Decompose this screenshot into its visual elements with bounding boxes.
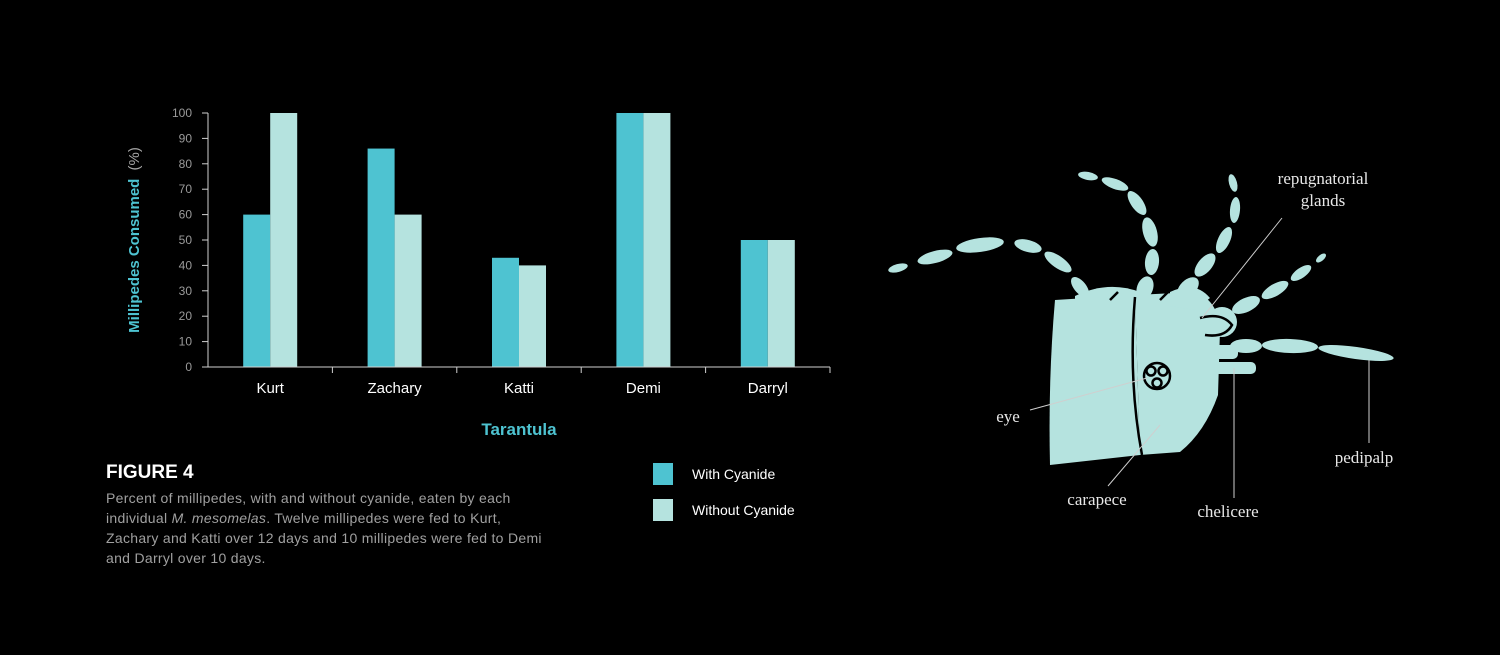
bar-chart: 0 10 20 30 40 50 60 70 80 90 100 Kurt Zachary Katti D… bbox=[126, 106, 831, 439]
y-tick-label: 80 bbox=[179, 157, 193, 171]
y-tick-label: 60 bbox=[179, 208, 193, 222]
bar-darryl-with-cyanide bbox=[740, 240, 768, 367]
label-glands: glands bbox=[1301, 191, 1345, 210]
antenna-top-right bbox=[1177, 174, 1241, 299]
bar-katti-without-cyanide bbox=[519, 265, 546, 367]
bar-zachary-with-cyanide bbox=[367, 148, 395, 367]
leader-carapece bbox=[1107, 424, 1161, 487]
leader-eye bbox=[1029, 377, 1148, 411]
bars-group bbox=[243, 113, 795, 367]
y-tick-label: 30 bbox=[179, 284, 193, 298]
label-pedipalp: pedipalp bbox=[1335, 448, 1394, 467]
antenna-top-left bbox=[1078, 171, 1160, 300]
x-tick-label-katti: Katti bbox=[504, 380, 534, 397]
y-tick-label: 20 bbox=[179, 309, 193, 323]
label-eye: eye bbox=[996, 407, 1020, 426]
leader-repugnatorial bbox=[1201, 217, 1283, 319]
legend-swatch-without-cyanide bbox=[653, 499, 673, 521]
bar-zachary-without-cyanide bbox=[394, 214, 422, 367]
x-tick-label-demi: Demi bbox=[626, 380, 661, 397]
legend-item-with-cyanide: With Cyanide bbox=[653, 462, 795, 486]
y-axis-label-unit: (%) bbox=[126, 147, 143, 170]
antenna-far-left bbox=[888, 237, 1089, 297]
pedipalp-limb bbox=[1198, 338, 1394, 374]
caption-species: M. mesomelas bbox=[171, 510, 267, 526]
legend-swatch-with-cyanide bbox=[653, 463, 673, 485]
y-axis-label-main: Millipedes Consumed bbox=[126, 179, 143, 333]
leader-lines bbox=[1029, 217, 1370, 498]
anatomy-labels: repugnatorial glands eye carapece chelic… bbox=[996, 169, 1393, 521]
y-tick-label: 50 bbox=[179, 233, 193, 247]
figure-title: FIGURE 4 bbox=[106, 462, 194, 483]
antenna-right bbox=[1232, 253, 1326, 314]
bar-demi-with-cyanide bbox=[616, 113, 644, 367]
y-tick-label: 90 bbox=[179, 131, 193, 145]
legend-label-with-cyanide: With Cyanide bbox=[692, 466, 776, 482]
caption-text-after: . Twelve millipedes were fed to Kurt, Za… bbox=[106, 510, 542, 566]
x-tick-label-darryl: Darryl bbox=[748, 380, 788, 397]
bar-demi-without-cyanide bbox=[643, 113, 671, 367]
y-tick-label: 70 bbox=[179, 182, 193, 196]
x-axis-ticks bbox=[331, 367, 831, 373]
figure-description: Percent of millipedes, with and without … bbox=[106, 488, 551, 568]
label-chelicere: chelicere bbox=[1197, 502, 1258, 521]
caption-text-before: Percent of millipedes, with and without … bbox=[106, 490, 511, 526]
y-tick-label: 40 bbox=[179, 258, 193, 272]
body-segments bbox=[1049, 286, 1237, 465]
y-axis-ticks: 0 10 20 30 40 50 60 70 80 90 100 bbox=[172, 106, 208, 374]
y-tick-label: 0 bbox=[185, 360, 192, 374]
y-axis-label: Millipedes Consumed (%) bbox=[126, 147, 143, 333]
bar-kurt-without-cyanide bbox=[270, 113, 298, 367]
x-tick-label-zachary: Zachary bbox=[368, 380, 423, 397]
legend-item-without-cyanide: Without Cyanide bbox=[653, 498, 795, 522]
y-tick-label: 100 bbox=[172, 106, 192, 120]
bar-kurt-with-cyanide bbox=[243, 214, 271, 367]
category-labels: Kurt Zachary Katti Demi Darryl bbox=[256, 380, 787, 397]
x-axis-label: Tarantula bbox=[481, 420, 557, 439]
bar-darryl-without-cyanide bbox=[767, 240, 795, 367]
y-tick-label: 10 bbox=[179, 335, 193, 349]
legend-label-without-cyanide: Without Cyanide bbox=[692, 502, 795, 518]
figure-caption: FIGURE 4 Percent of millipedes, with and… bbox=[106, 462, 551, 568]
chart-legend: With Cyanide Without Cyanide bbox=[653, 462, 795, 534]
x-tick-label-kurt: Kurt bbox=[256, 380, 284, 397]
label-repugnatorial: repugnatorial bbox=[1278, 169, 1369, 188]
label-carapece: carapece bbox=[1067, 490, 1126, 509]
bar-katti-with-cyanide bbox=[492, 257, 519, 367]
